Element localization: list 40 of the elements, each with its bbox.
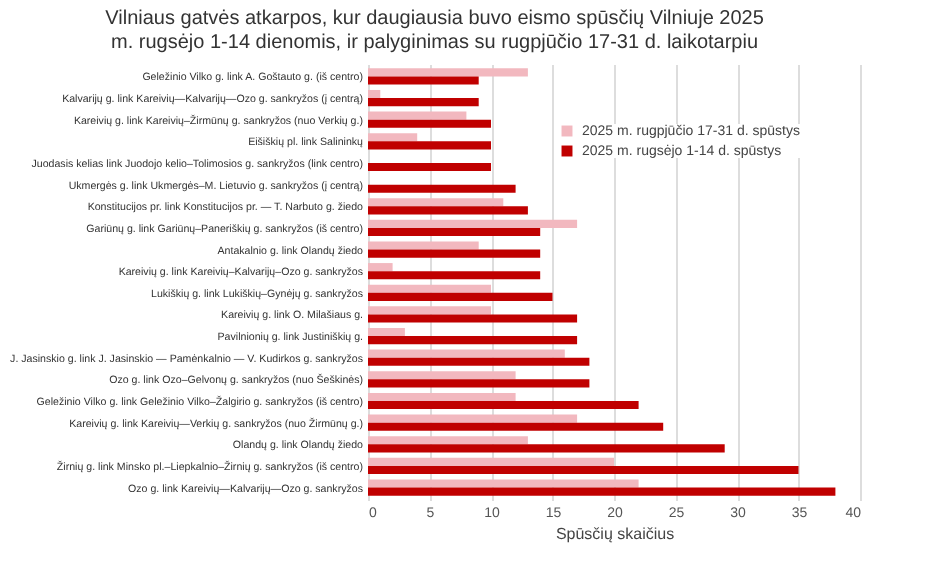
bar bbox=[368, 306, 491, 315]
bar bbox=[368, 371, 516, 380]
chart-title: Vilniaus gatvės atkarpos, kur daugiausia buvo eismo spūsčių Vilniuje 2025 m. rugsėjo 1-14 dienomis, ir palyginimas su rugpjūčio 17-31 d. laikotarpiu bbox=[105, 8, 765, 54]
bar bbox=[368, 379, 590, 388]
bar bbox=[368, 89, 381, 99]
bar bbox=[368, 336, 578, 345]
bar bbox=[368, 249, 541, 258]
bar bbox=[368, 444, 725, 453]
bar bbox=[368, 76, 479, 85]
bar bbox=[368, 119, 491, 128]
bar bbox=[368, 68, 528, 77]
bar bbox=[368, 184, 516, 193]
bar bbox=[368, 162, 491, 172]
x-axis-title: Spūsčių skaičius bbox=[555, 525, 675, 543]
bar bbox=[368, 271, 541, 280]
bar bbox=[368, 227, 541, 237]
bar bbox=[368, 349, 565, 358]
bar bbox=[368, 327, 405, 337]
bar bbox=[368, 414, 578, 423]
bar bbox=[368, 457, 614, 466]
bar bbox=[368, 436, 528, 445]
bar bbox=[368, 284, 491, 293]
bar bbox=[368, 198, 504, 207]
bar bbox=[368, 465, 799, 475]
bar bbox=[368, 487, 836, 496]
bar bbox=[368, 392, 516, 402]
bar bbox=[368, 263, 393, 272]
bar bbox=[368, 314, 578, 323]
bar bbox=[368, 422, 664, 431]
bar bbox=[368, 241, 479, 250]
bar bbox=[368, 206, 528, 215]
bar bbox=[368, 133, 418, 142]
bar bbox=[368, 357, 590, 366]
bar bbox=[368, 219, 578, 228]
bar bbox=[368, 479, 639, 488]
bar bbox=[368, 401, 639, 410]
bar bbox=[368, 111, 467, 120]
bar bbox=[368, 292, 553, 301]
bar bbox=[368, 98, 479, 107]
bar bbox=[368, 141, 491, 150]
